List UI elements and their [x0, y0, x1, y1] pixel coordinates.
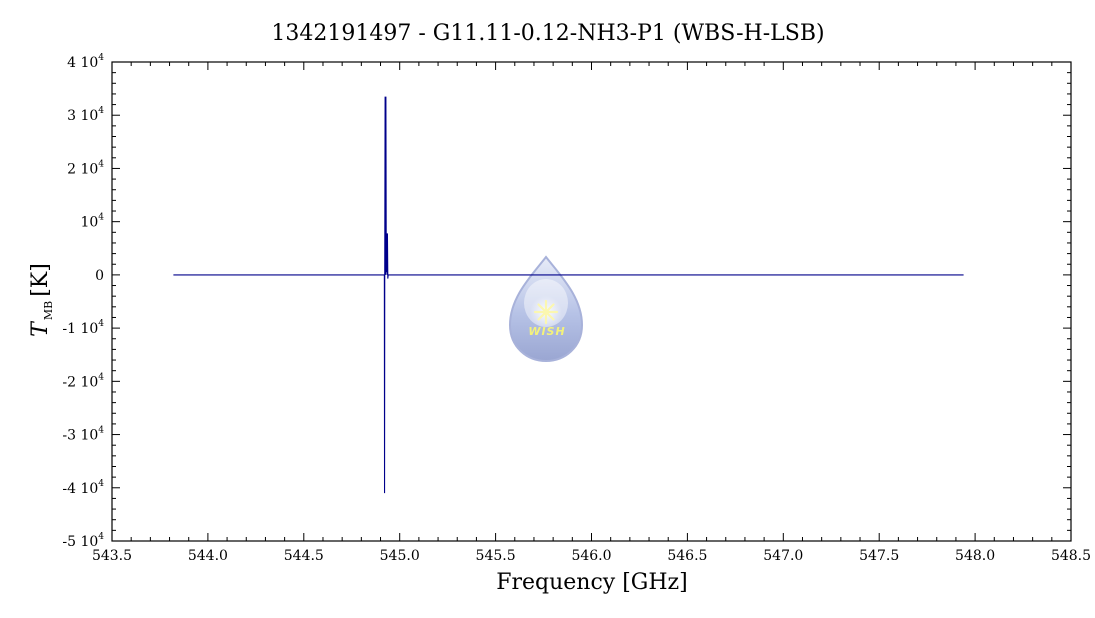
series-line-0	[173, 96, 964, 494]
y-axis-label: TMB [K]	[28, 263, 55, 337]
x-tick-label: 548.5	[1051, 548, 1091, 564]
y-tick-label: -1 104	[62, 319, 104, 337]
x-tick-label: 544.0	[188, 548, 228, 564]
y-tick-labels: 4 104 3 104 2 104 104 0 -1 104 -2 104 -3 104 -4 …	[62, 53, 104, 550]
star-icon	[533, 299, 559, 325]
logo-text: WISH	[528, 325, 565, 338]
y-axis-subscript: MB	[42, 301, 55, 320]
wish-logo: WISH	[508, 255, 584, 363]
y-tick-label: -3 104	[62, 426, 104, 444]
y-tick-label: 4 104	[67, 53, 104, 71]
y-tick-label: -4 104	[62, 479, 104, 497]
x-tick-labels: 543.5 544.0 544.5 545.0 545.5 546.0 546.5 547.0…	[92, 548, 1091, 564]
y-tick-label: 0	[95, 268, 104, 284]
x-tick-label: 544.5	[284, 548, 324, 564]
x-tick-label: 543.5	[92, 548, 132, 564]
y-tick-label: -5 104	[62, 532, 104, 550]
x-tick-label: 546.5	[667, 548, 707, 564]
x-tick-label: 545.0	[380, 548, 420, 564]
x-tick-label: 547.0	[763, 548, 803, 564]
plot-series	[173, 96, 964, 494]
y-tick-label: 104	[80, 213, 104, 231]
x-axis-label: Frequency [GHz]	[496, 570, 688, 595]
y-tick-label: 2 104	[67, 159, 104, 177]
x-tick-label: 545.5	[476, 548, 516, 564]
y-axis-symbol: T	[28, 320, 53, 337]
y-tick-label: 3 104	[67, 106, 104, 124]
y-tick-label: -2 104	[62, 372, 104, 390]
plot-frame	[111, 61, 1072, 542]
x-tick-label: 547.5	[859, 548, 899, 564]
x-tick-label: 548.0	[955, 548, 995, 564]
axis-ticks	[111, 61, 1072, 542]
chart-title: 1342191497 - G11.11-0.12-NH3-P1 (WBS-H-L…	[271, 21, 824, 46]
y-axis-unit: [K]	[28, 263, 53, 297]
x-tick-label: 546.0	[571, 548, 611, 564]
